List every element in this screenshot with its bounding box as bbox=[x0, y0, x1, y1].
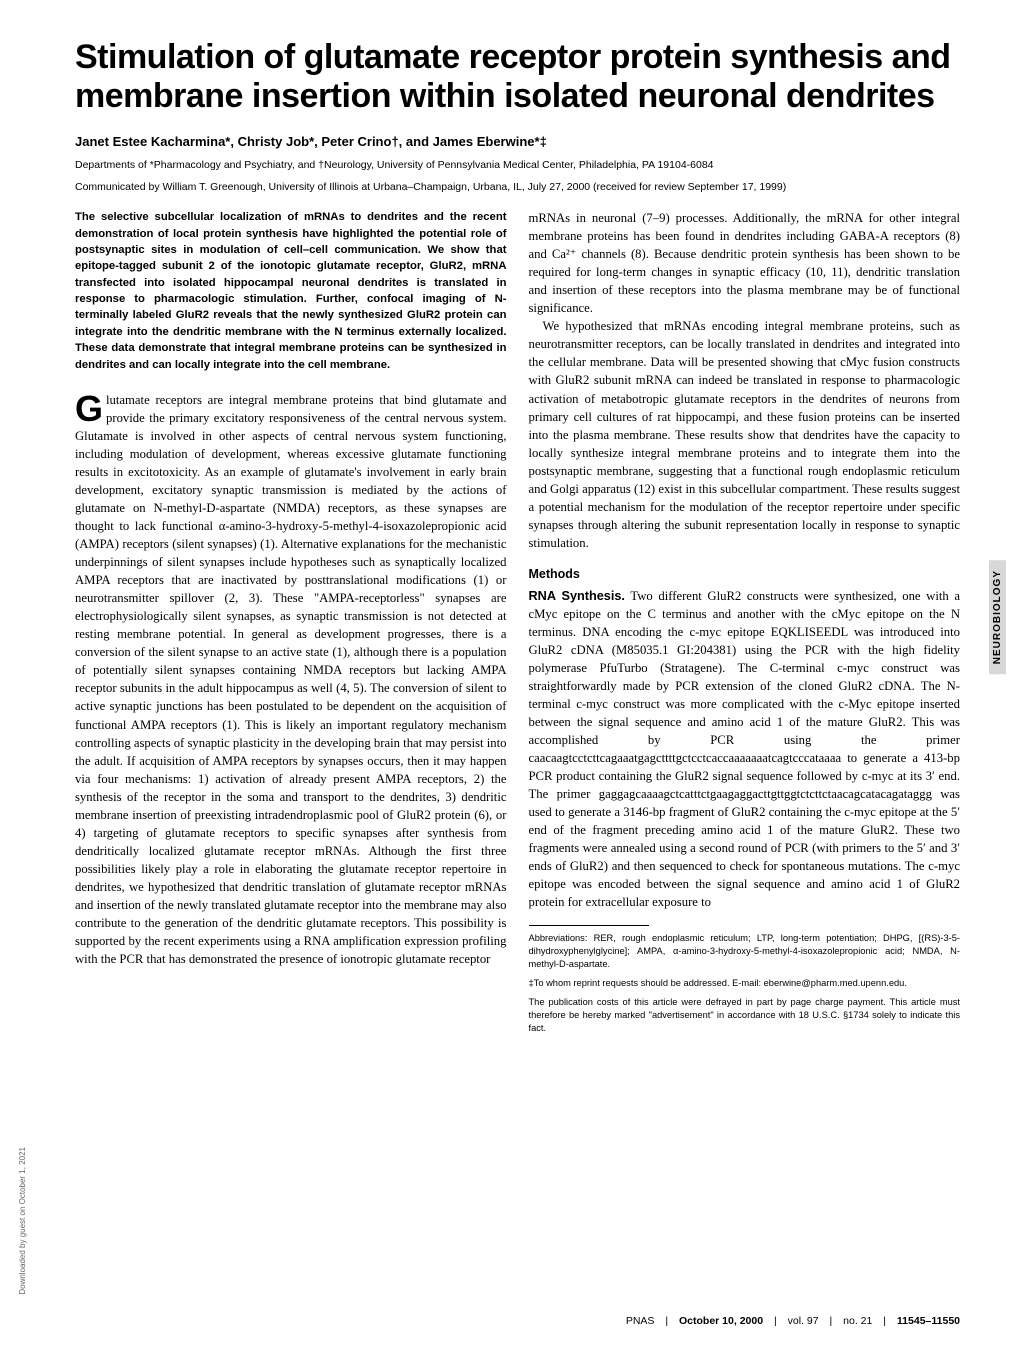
page-footer: PNAS | October 10, 2000 | vol. 97 | no. … bbox=[626, 1315, 960, 1327]
intro-paragraph: Glutamate receptors are integral membran… bbox=[75, 391, 507, 968]
charges-footnote: The publication costs of this article we… bbox=[529, 996, 961, 1035]
section-sidetab: NEUROBIOLOGY bbox=[989, 560, 1006, 674]
right-column: mRNAs in neuronal (7–9) processes. Addit… bbox=[529, 209, 961, 1041]
abbreviations-footnote: Abbreviations: RER, rough endoplasmic re… bbox=[529, 932, 961, 971]
footer-pages: 11545–11550 bbox=[897, 1315, 960, 1327]
affiliations-line: Departments of *Pharmacology and Psychia… bbox=[75, 159, 960, 171]
two-column-layout: The selective subcellular localization o… bbox=[75, 209, 960, 1041]
authors-line: Janet Estee Kacharmina*, Christy Job*, P… bbox=[75, 134, 960, 149]
left-column: The selective subcellular localization o… bbox=[75, 209, 507, 1041]
abstract-text: The selective subcellular localization o… bbox=[75, 209, 507, 373]
body-paragraph: We hypothesized that mRNAs encoding inte… bbox=[529, 317, 961, 551]
communicated-line: Communicated by William T. Greenough, Un… bbox=[75, 181, 960, 193]
footer-volume: vol. 97 bbox=[788, 1315, 819, 1327]
footer-separator: | bbox=[883, 1315, 886, 1327]
footer-separator: | bbox=[665, 1315, 668, 1327]
rna-synthesis-runin: RNA Synthesis. bbox=[529, 589, 625, 603]
methods-heading: Methods bbox=[529, 566, 961, 584]
reprint-footnote: ‡To whom reprint requests should be addr… bbox=[529, 977, 961, 990]
methods-paragraph: RNA Synthesis. Two different GluR2 const… bbox=[529, 587, 961, 912]
methods-body: Two different GluR2 constructs were synt… bbox=[529, 589, 961, 910]
footer-issue: no. 21 bbox=[843, 1315, 872, 1327]
footnote-rule bbox=[529, 925, 649, 926]
footer-separator: | bbox=[829, 1315, 832, 1327]
article-title: Stimulation of glutamate receptor protei… bbox=[75, 38, 960, 116]
download-note: Downloaded by guest on October 1, 2021 bbox=[18, 1147, 27, 1295]
body-paragraph: mRNAs in neuronal (7–9) processes. Addit… bbox=[529, 209, 961, 317]
journal-name: PNAS bbox=[626, 1315, 655, 1327]
footer-separator: | bbox=[774, 1315, 777, 1327]
footer-date: October 10, 2000 bbox=[679, 1315, 763, 1327]
